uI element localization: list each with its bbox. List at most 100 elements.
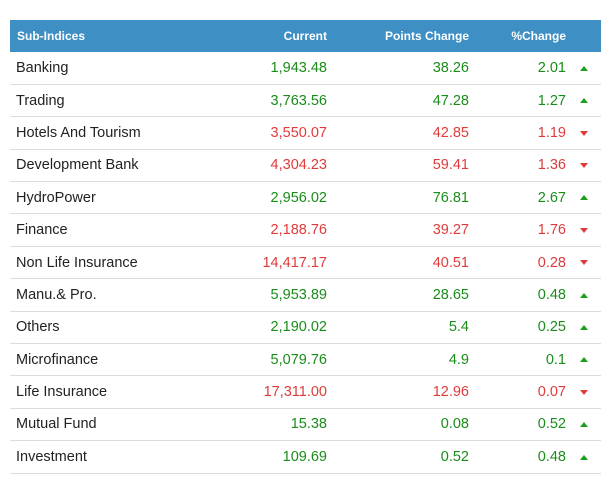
percent-change: 1.36 xyxy=(537,157,566,174)
points-change: 4.9 xyxy=(448,351,469,368)
current-value: 2,956.02 xyxy=(270,189,327,206)
arrow-up-icon xyxy=(579,454,588,460)
trend-cell xyxy=(566,344,601,376)
percent-change: 0.1 xyxy=(545,351,566,368)
sub-index-name[interactable]: Banking xyxy=(16,59,69,76)
sub-indices-table: Sub-Indices Current Points Change %Chang… xyxy=(10,20,601,474)
sub-index-name[interactable]: Life Insurance xyxy=(16,384,108,401)
header-sub-indices[interactable]: Sub-Indices xyxy=(17,29,86,43)
points-change: 38.26 xyxy=(432,59,469,76)
sub-index-name[interactable]: Hotels And Tourism xyxy=(16,124,141,141)
points-change: 76.81 xyxy=(432,189,469,206)
trend-cell xyxy=(566,279,601,311)
current-value: 5,953.89 xyxy=(270,286,327,303)
table-row[interactable]: Investment 109.69 0.52 0.48 xyxy=(10,441,601,474)
current-value: 3,763.56 xyxy=(270,92,327,109)
header-arrow xyxy=(566,20,601,52)
percent-change: 0.52 xyxy=(537,416,566,433)
percent-change: 1.19 xyxy=(537,124,566,141)
header-row: Sub-Indices Current Points Change %Chang… xyxy=(10,20,601,52)
points-change: 12.96 xyxy=(432,384,469,401)
arrow-up-icon xyxy=(579,292,588,298)
arrow-up-icon xyxy=(579,195,588,201)
trend-cell xyxy=(566,214,601,246)
sub-index-name[interactable]: Mutual Fund xyxy=(16,416,97,433)
sub-index-name[interactable]: Investment xyxy=(16,448,87,465)
sub-index-name[interactable]: Trading xyxy=(16,92,65,109)
header-current[interactable]: Current xyxy=(283,29,327,43)
points-change: 0.08 xyxy=(440,416,469,433)
table-row[interactable]: Development Bank 4,304.23 59.41 1.36 xyxy=(10,149,601,182)
trend-cell xyxy=(566,52,601,84)
percent-change: 0.48 xyxy=(537,286,566,303)
table-row[interactable]: Life Insurance 17,311.00 12.96 0.07 xyxy=(10,376,601,409)
sub-index-name[interactable]: Non Life Insurance xyxy=(16,254,138,271)
arrow-down-icon xyxy=(579,260,588,266)
percent-change: 0.48 xyxy=(537,448,566,465)
trend-cell xyxy=(566,149,601,181)
sub-index-name[interactable]: Development Bank xyxy=(16,157,139,174)
trend-cell xyxy=(566,182,601,214)
current-value: 15.38 xyxy=(290,416,327,433)
percent-change: 1.76 xyxy=(537,222,566,239)
header-points-change[interactable]: Points Change xyxy=(384,29,469,43)
current-value: 2,190.02 xyxy=(270,319,327,336)
points-change: 28.65 xyxy=(432,286,469,303)
sub-index-name[interactable]: Manu.& Pro. xyxy=(16,286,97,303)
points-change: 40.51 xyxy=(432,254,469,271)
percent-change: 0.07 xyxy=(537,384,566,401)
trend-cell xyxy=(566,376,601,408)
current-value: 5,079.76 xyxy=(270,351,327,368)
table-row[interactable]: Hotels And Tourism 3,550.07 42.85 1.19 xyxy=(10,117,601,150)
sub-index-name[interactable]: Others xyxy=(16,319,60,336)
sub-index-name[interactable]: Microfinance xyxy=(16,351,99,368)
current-value: 2,188.76 xyxy=(270,222,327,239)
points-change: 42.85 xyxy=(432,124,469,141)
trend-cell xyxy=(566,311,601,343)
current-value: 14,417.17 xyxy=(262,254,327,271)
arrow-up-icon xyxy=(579,357,588,363)
points-change: 47.28 xyxy=(432,92,469,109)
sub-indices-panel: Sub-Indices Current Points Change %Chang… xyxy=(10,20,601,474)
arrow-down-icon xyxy=(579,163,588,169)
arrow-down-icon xyxy=(579,389,588,395)
percent-change: 2.01 xyxy=(537,59,566,76)
table-header: Sub-Indices Current Points Change %Chang… xyxy=(10,20,601,52)
percent-change: 0.25 xyxy=(537,319,566,336)
current-value: 17,311.00 xyxy=(263,384,327,401)
points-change: 39.27 xyxy=(432,222,469,239)
current-value: 4,304.23 xyxy=(270,157,327,174)
table-row[interactable]: Banking 1,943.48 38.26 2.01 xyxy=(10,52,601,85)
percent-change: 2.67 xyxy=(537,189,566,206)
arrow-up-icon xyxy=(579,324,588,330)
table-row[interactable]: HydroPower 2,956.02 76.81 2.67 xyxy=(10,182,601,214)
arrow-down-icon xyxy=(579,227,588,233)
table-row[interactable]: Microfinance 5,079.76 4.9 0.1 xyxy=(10,344,601,376)
trend-cell xyxy=(566,246,601,278)
arrow-down-icon xyxy=(579,130,588,136)
sub-index-name[interactable]: HydroPower xyxy=(16,189,96,206)
sub-index-name[interactable]: Finance xyxy=(16,222,68,239)
table-row[interactable]: Non Life Insurance 14,417.17 40.51 0.28 xyxy=(10,246,601,279)
current-value: 3,550.07 xyxy=(270,124,327,141)
table-row[interactable]: Others 2,190.02 5.4 0.25 xyxy=(10,311,601,344)
table-row[interactable]: Finance 2,188.76 39.27 1.76 xyxy=(10,214,601,247)
current-value: 1,943.48 xyxy=(270,59,327,76)
arrow-up-icon xyxy=(579,65,588,71)
arrow-up-icon xyxy=(579,98,588,104)
table-row[interactable]: Trading 3,763.56 47.28 1.27 xyxy=(10,84,601,117)
points-change: 0.52 xyxy=(440,448,469,465)
header-percent-change[interactable]: %Change xyxy=(511,29,566,43)
arrow-up-icon xyxy=(579,422,588,428)
current-value: 109.69 xyxy=(282,448,327,465)
table-body: Banking 1,943.48 38.26 2.01 Trading 3,763.56 4… xyxy=(10,52,601,474)
trend-cell xyxy=(566,117,601,149)
trend-cell xyxy=(566,408,601,440)
points-change: 59.41 xyxy=(432,157,469,174)
table-row[interactable]: Manu.& Pro. 5,953.89 28.65 0.48 xyxy=(10,279,601,312)
percent-change: 1.27 xyxy=(537,92,566,109)
percent-change: 0.28 xyxy=(537,254,566,271)
table-row[interactable]: Mutual Fund 15.38 0.08 0.52 xyxy=(10,408,601,441)
trend-cell xyxy=(566,441,601,473)
points-change: 5.4 xyxy=(448,319,469,336)
